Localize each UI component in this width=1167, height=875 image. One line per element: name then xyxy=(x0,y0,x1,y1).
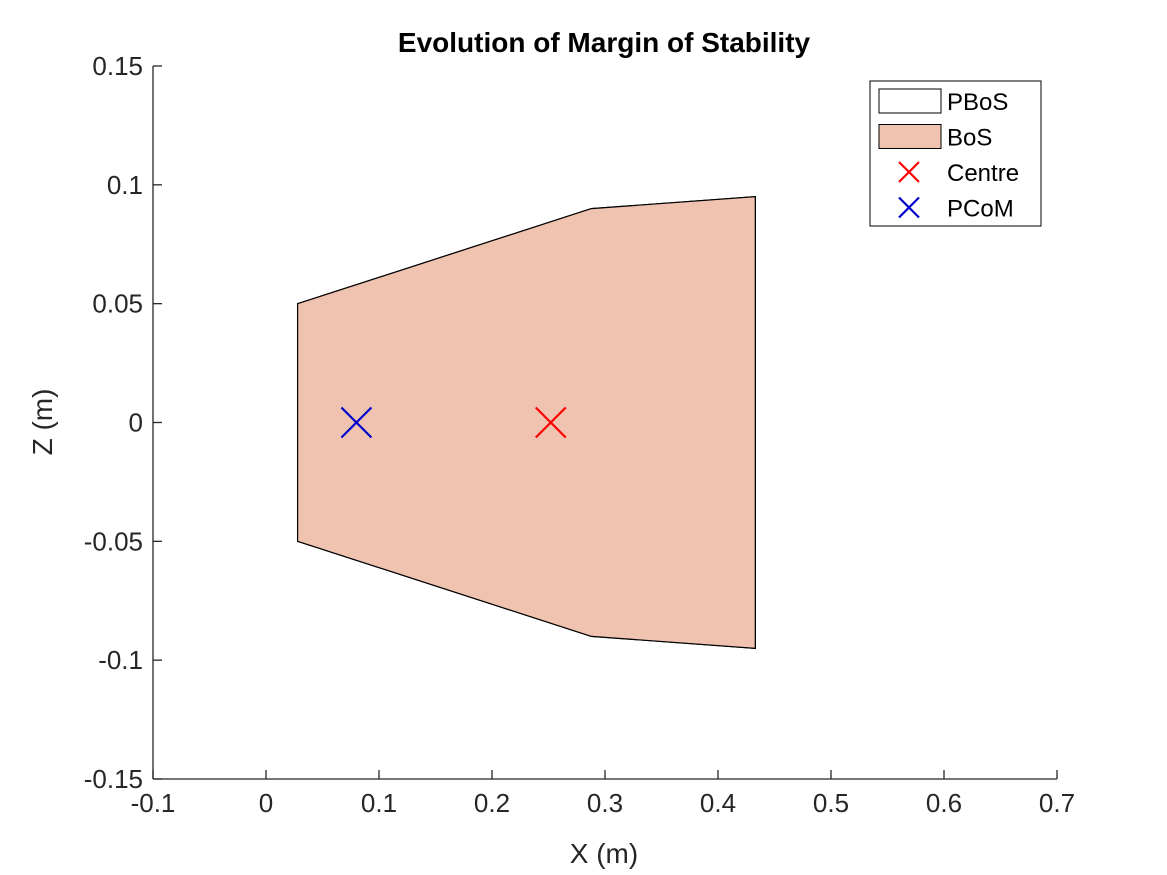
x-tick-label: 0.2 xyxy=(474,788,510,818)
chart-title: Evolution of Margin of Stability xyxy=(398,27,811,58)
legend-item-pbos: PBoS xyxy=(878,88,1008,116)
legend-item-pcom: PCoM xyxy=(898,196,1014,223)
y-tick-label: -0.05 xyxy=(84,526,143,556)
x-tick-label: 0.6 xyxy=(926,788,962,818)
x-tick-label: 0.3 xyxy=(587,788,623,818)
legend-label: PBoS xyxy=(947,89,1008,116)
x-tick-label: 0.4 xyxy=(700,788,736,818)
x-tick-label: -0.1 xyxy=(131,788,176,818)
legend-item-centre: Centre xyxy=(898,160,1019,187)
legend-label: PCoM xyxy=(947,196,1014,223)
legend-swatch xyxy=(878,88,942,114)
legend-label: Centre xyxy=(947,160,1019,187)
y-tick-label: -0.15 xyxy=(84,764,143,794)
y-tick-label: 0.05 xyxy=(92,289,143,319)
series-pcom-point xyxy=(340,406,373,439)
legend-marker xyxy=(898,196,920,219)
series-bos-polygon xyxy=(297,196,756,649)
legend-marker xyxy=(898,161,920,183)
x-tick-label: 0.5 xyxy=(813,788,849,818)
x-tick-label: 0 xyxy=(259,788,273,818)
legend-label: BoS xyxy=(947,125,992,152)
y-tick-label: 0 xyxy=(129,408,143,438)
legend-swatch xyxy=(878,124,942,149)
axes: -0.1 0 0.1 0.2 0.3 0.4 0.5 0.6 0.7-0.15-0.1-0.05… xyxy=(84,51,1075,818)
x-tick-label: 0.1 xyxy=(361,788,397,818)
y-tick-label: 0.1 xyxy=(107,170,143,200)
legend-item-bos: BoS xyxy=(878,124,992,152)
plot-area xyxy=(297,196,756,649)
x-tick-label: 0.7 xyxy=(1039,788,1075,818)
y-axis-label: Z (m) xyxy=(27,389,58,456)
series-centre-point xyxy=(534,406,567,439)
x-axis-label: X (m) xyxy=(570,838,638,869)
legend: PBoS BoS Centre PCoM xyxy=(869,80,1042,227)
y-tick-label: 0.15 xyxy=(92,51,143,81)
y-tick-label: -0.1 xyxy=(98,645,143,675)
